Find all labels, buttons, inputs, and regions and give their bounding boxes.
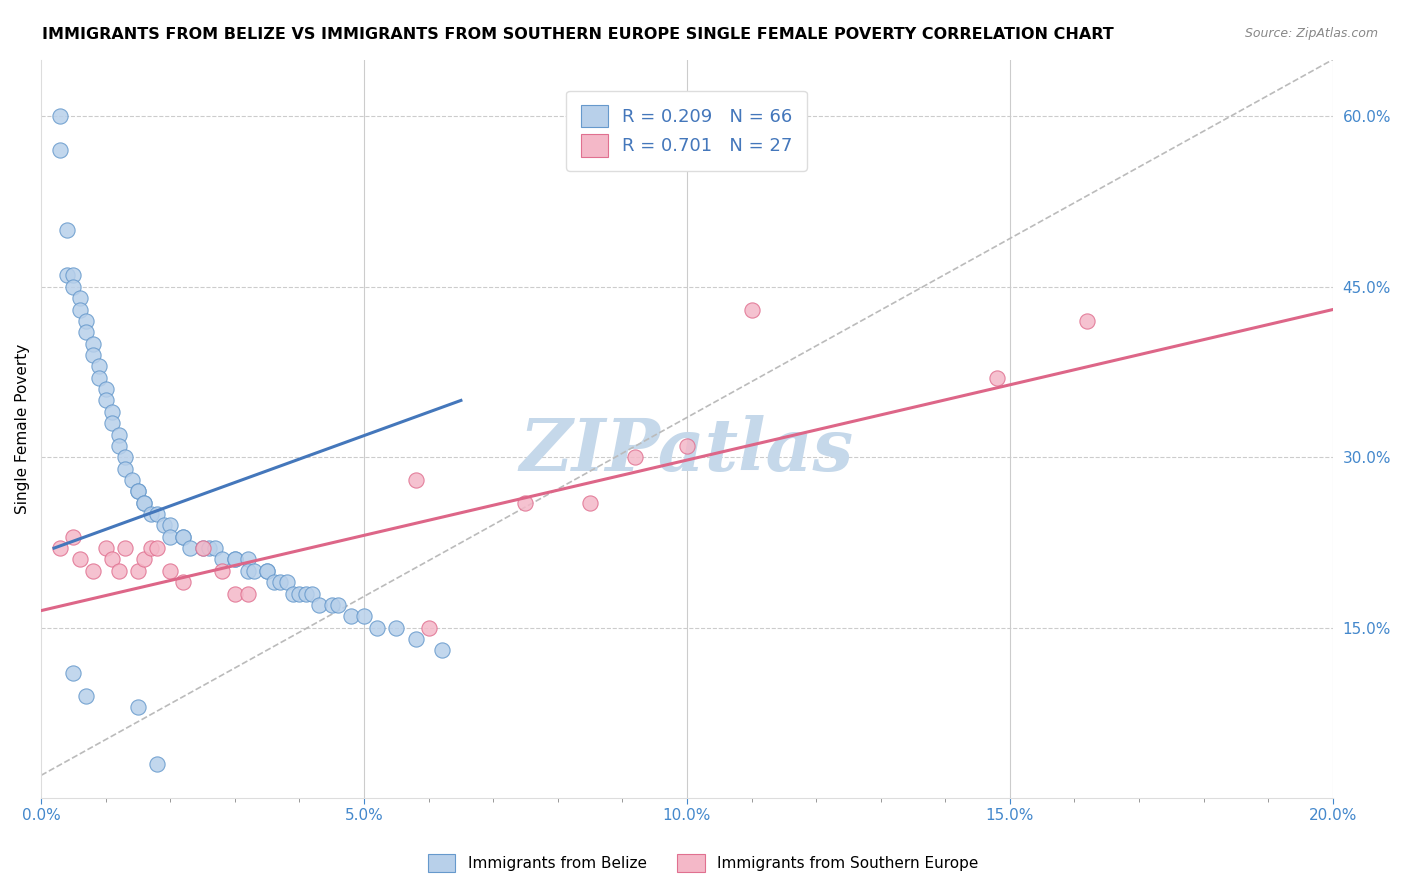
Point — [191, 541, 214, 555]
Point — [62, 268, 84, 283]
Point — [204, 541, 226, 555]
Point — [295, 586, 318, 600]
Text: IMMIGRANTS FROM BELIZE VS IMMIGRANTS FROM SOUTHERN EUROPE SINGLE FEMALE POVERTY : IMMIGRANTS FROM BELIZE VS IMMIGRANTS FRO… — [42, 27, 1114, 42]
Legend: R = 0.209   N = 66, R = 0.701   N = 27: R = 0.209 N = 66, R = 0.701 N = 27 — [567, 91, 807, 171]
Point — [94, 382, 117, 396]
Point — [134, 496, 156, 510]
Point — [146, 756, 169, 771]
Point — [191, 541, 214, 555]
Point — [62, 530, 84, 544]
Point — [224, 552, 246, 566]
Point — [172, 530, 194, 544]
Point — [114, 450, 136, 465]
Point — [146, 541, 169, 555]
Point — [89, 359, 111, 374]
Point — [579, 496, 602, 510]
Point — [49, 109, 72, 123]
Point — [89, 370, 111, 384]
Point — [308, 598, 330, 612]
Point — [211, 552, 233, 566]
Point — [127, 484, 149, 499]
Point — [75, 689, 97, 703]
Point — [146, 507, 169, 521]
Point — [159, 518, 181, 533]
Point — [515, 496, 537, 510]
Point — [172, 575, 194, 590]
Point — [741, 302, 763, 317]
Point — [224, 552, 246, 566]
Point — [243, 564, 266, 578]
Point — [276, 575, 298, 590]
Point — [107, 564, 129, 578]
Point — [127, 700, 149, 714]
Point — [134, 552, 156, 566]
Point — [101, 416, 124, 430]
Point — [172, 530, 194, 544]
Point — [321, 598, 343, 612]
Point — [328, 598, 350, 612]
Y-axis label: Single Female Poverty: Single Female Poverty — [15, 343, 30, 514]
Point — [49, 144, 72, 158]
Point — [49, 541, 72, 555]
Point — [139, 507, 162, 521]
Point — [159, 564, 181, 578]
Point — [159, 530, 181, 544]
Point — [62, 666, 84, 681]
Point — [114, 541, 136, 555]
Point — [114, 461, 136, 475]
Point — [82, 564, 104, 578]
Point — [236, 564, 259, 578]
Point — [56, 268, 79, 283]
Point — [82, 336, 104, 351]
Point — [139, 541, 162, 555]
Point — [107, 427, 129, 442]
Point — [69, 291, 91, 305]
Point — [340, 609, 363, 624]
Point — [107, 439, 129, 453]
Point — [62, 280, 84, 294]
Point — [69, 552, 91, 566]
Point — [405, 473, 427, 487]
Point — [1076, 314, 1098, 328]
Point — [418, 621, 440, 635]
Point — [82, 348, 104, 362]
Point — [127, 484, 149, 499]
Point — [224, 586, 246, 600]
Point — [101, 552, 124, 566]
Point — [624, 450, 647, 465]
Point — [269, 575, 291, 590]
Text: ZIPatlas: ZIPatlas — [520, 416, 853, 486]
Point — [986, 370, 1008, 384]
Point — [288, 586, 311, 600]
Point — [127, 564, 149, 578]
Point — [75, 325, 97, 339]
Point — [236, 552, 259, 566]
Point — [153, 518, 176, 533]
Point — [430, 643, 453, 657]
Text: Source: ZipAtlas.com: Source: ZipAtlas.com — [1244, 27, 1378, 40]
Point — [366, 621, 388, 635]
Point — [94, 393, 117, 408]
Point — [121, 473, 143, 487]
Point — [256, 564, 278, 578]
Point — [281, 586, 304, 600]
Point — [236, 586, 259, 600]
Legend: Immigrants from Belize, Immigrants from Southern Europe: Immigrants from Belize, Immigrants from … — [420, 846, 986, 880]
Point — [385, 621, 408, 635]
Point — [676, 439, 699, 453]
Point — [56, 223, 79, 237]
Point — [69, 302, 91, 317]
Point — [198, 541, 221, 555]
Point — [405, 632, 427, 646]
Point — [75, 314, 97, 328]
Point — [94, 541, 117, 555]
Point — [301, 586, 323, 600]
Point — [353, 609, 375, 624]
Point — [134, 496, 156, 510]
Point — [211, 564, 233, 578]
Point — [179, 541, 201, 555]
Point — [263, 575, 285, 590]
Point — [101, 405, 124, 419]
Point — [256, 564, 278, 578]
